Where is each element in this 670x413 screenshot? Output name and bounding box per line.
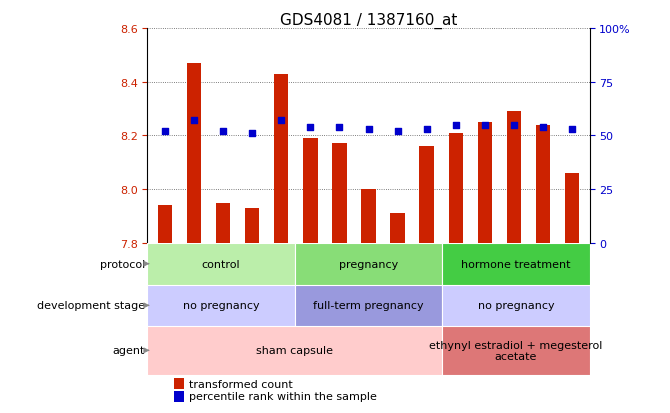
Bar (442, 243, 590, 285)
Text: development stage: development stage (37, 301, 145, 311)
Bar (391, 214, 405, 243)
Point (509, 122, 519, 129)
Text: no pregnancy: no pregnancy (478, 301, 554, 311)
Bar (536, 126, 550, 243)
Bar (442, 326, 590, 375)
Bar (187, 64, 201, 243)
Title: GDS4081 / 1387160_at: GDS4081 / 1387160_at (280, 13, 457, 29)
Bar (147, 243, 295, 285)
Bar (361, 190, 376, 243)
Text: protocol: protocol (100, 259, 145, 269)
Bar (448, 133, 463, 243)
Text: hormone treatment: hormone treatment (461, 259, 571, 269)
Point (334, 124, 345, 131)
Bar (442, 285, 590, 326)
Point (305, 124, 316, 131)
Text: control: control (202, 259, 241, 269)
Bar (295, 243, 442, 285)
Text: sham capsule: sham capsule (257, 346, 333, 356)
Text: full-term pregnancy: full-term pregnancy (313, 301, 424, 311)
Text: no pregnancy: no pregnancy (183, 301, 259, 311)
Bar (274, 74, 289, 243)
Bar (147, 285, 295, 326)
Bar (157, 206, 172, 243)
Point (247, 131, 257, 137)
Text: pregnancy: pregnancy (339, 259, 398, 269)
Point (567, 126, 578, 133)
Bar (419, 147, 434, 243)
Point (188, 118, 199, 124)
Point (392, 128, 403, 135)
Bar (565, 173, 580, 243)
Text: agent: agent (113, 346, 145, 356)
Bar (295, 285, 442, 326)
Text: percentile rank within the sample: percentile rank within the sample (188, 391, 377, 401)
Text: ethynyl estradiol + megesterol
acetate: ethynyl estradiol + megesterol acetate (429, 340, 602, 361)
Bar (174, 391, 184, 402)
Point (159, 128, 170, 135)
Point (218, 128, 228, 135)
Point (450, 122, 461, 129)
Bar (174, 378, 184, 389)
Point (538, 124, 549, 131)
Point (276, 118, 287, 124)
Bar (245, 209, 259, 243)
Point (480, 122, 490, 129)
Text: transformed count: transformed count (188, 379, 292, 389)
Bar (216, 203, 230, 243)
Bar (303, 139, 318, 243)
Point (363, 126, 374, 133)
Bar (332, 144, 346, 243)
Bar (147, 326, 442, 375)
Bar (507, 112, 521, 243)
Bar (478, 123, 492, 243)
Point (421, 126, 432, 133)
